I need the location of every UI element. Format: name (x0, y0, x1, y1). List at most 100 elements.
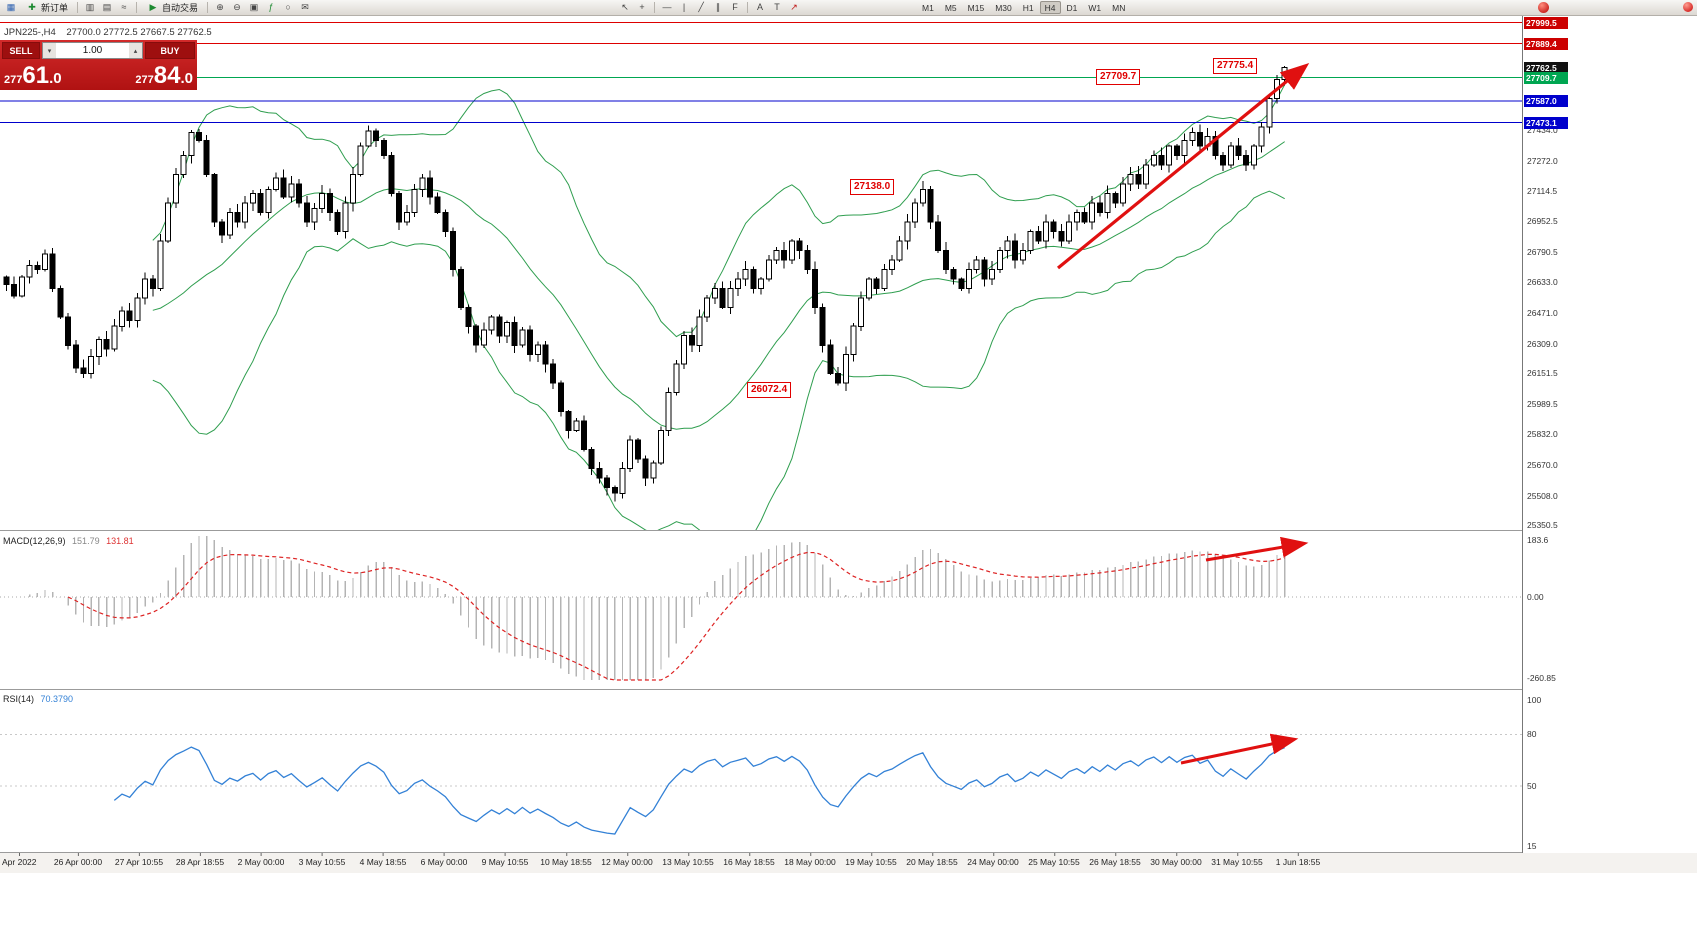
channel-tool-icon[interactable]: ∥ (715, 2, 721, 12)
toolbar-spacer (315, 7, 615, 8)
macd-axis-label: -260.85 (1527, 673, 1556, 683)
main-toolbar: ▦ ✚ 新订单 ▥ ▤ ≈ ▶ 自动交易 ⊕ ⊖ ▣ ƒ ○ ✉ ↖ + ― |… (0, 0, 1697, 16)
timeframe-mn-button[interactable]: MN (1107, 1, 1130, 14)
toolbar-separator (747, 2, 749, 13)
bar-chart-icon[interactable]: ▥ (85, 2, 95, 12)
symbol-period-label: JPN225-,H4 (4, 27, 56, 38)
auto-trading-label: 自动交易 (162, 3, 199, 13)
one-click-trade-widget: SELL ▾ 1.00 ▴ BUY 27761.0 27784.0 (0, 40, 197, 90)
price-callout-label: 27775.4 (1213, 58, 1258, 74)
panel-separator[interactable] (0, 530, 1697, 531)
timeframe-h4-button[interactable]: H4 (1039, 1, 1061, 14)
metaquotes-logo-icon[interactable] (1538, 2, 1549, 13)
price-tick-label: 25670.0 (1527, 459, 1558, 470)
time-tick-label: 12 May 00:00 (601, 853, 653, 867)
time-tick-label: 9 May 10:55 (481, 853, 529, 867)
tile-windows-icon[interactable]: ▣ (249, 2, 259, 12)
timeframe-m1-button[interactable]: M1 (917, 1, 939, 14)
fibonacci-tool-icon[interactable]: F (732, 2, 738, 12)
time-tick-label: 4 May 18:55 (359, 853, 407, 867)
line-chart-icon[interactable]: ≈ (121, 2, 127, 12)
time-tick-label: 2 May 00:00 (237, 853, 285, 867)
buy-price-big-digits: 84 (153, 62, 181, 89)
sell-price-decimal: .0 (49, 70, 62, 87)
time-tick-label: 30 May 00:00 (1150, 853, 1202, 867)
price-tick-label: 25508.0 (1527, 490, 1558, 501)
volume-value[interactable]: 1.00 (82, 45, 103, 56)
timeframe-toolbar: M1 M5 M15 M30 H1 H4 D1 W1 MN (917, 1, 1130, 14)
price-level-label: 27999.5 (1524, 16, 1568, 29)
buy-price-prefix: 277 (135, 74, 154, 86)
macd-name: MACD(12,26,9) (3, 536, 66, 546)
panel-separator[interactable] (0, 689, 1697, 690)
rsi-label: RSI(14) 70.3790 (3, 694, 73, 704)
rsi-axis-label: 100 (1527, 695, 1542, 705)
price-callout-label: 26072.4 (747, 382, 792, 398)
price-level-label: 27473.1 (1524, 116, 1568, 129)
trendline-tool-icon[interactable]: ╱ (698, 2, 704, 12)
candlestick-chart-icon[interactable]: ▤ (102, 2, 112, 12)
rsi-panel[interactable] (0, 690, 1522, 852)
time-tick-label: 20 May 18:55 (906, 853, 958, 867)
clock-icon[interactable]: ○ (285, 2, 291, 12)
timeframe-d1-button[interactable]: D1 (1062, 1, 1083, 14)
toolbar-spacer (804, 7, 914, 8)
price-tick-label: 26471.0 (1527, 307, 1558, 318)
sell-price-prefix: 277 (4, 74, 23, 86)
price-axis[interactable]: 27434.0 27272.0 27114.5 26952.5 26790.5 26633… (1522, 16, 1697, 853)
mail-icon[interactable]: ✉ (301, 2, 309, 12)
indicators-icon[interactable]: ƒ (268, 2, 274, 12)
price-level-label: 27587.0 (1524, 95, 1568, 107)
volume-field[interactable]: ▾ 1.00 ▴ (42, 42, 143, 59)
price-chart[interactable] (0, 16, 1522, 530)
cursor-icon[interactable]: ↖ (621, 2, 629, 12)
volume-increase-button[interactable]: ▴ (129, 43, 142, 58)
timeframe-m30-button[interactable]: M30 (990, 1, 1017, 14)
crosshair-icon[interactable]: + (639, 2, 645, 12)
price-tick-label: 26633.0 (1527, 277, 1558, 288)
timeframe-h1-button[interactable]: H1 (1018, 1, 1039, 14)
rsi-axis-label: 50 (1527, 781, 1537, 791)
rsi-name: RSI(14) (3, 694, 35, 704)
time-tick-label: 24 May 00:00 (967, 853, 1019, 867)
time-tick-label: 1 Jun 18:55 (1275, 853, 1321, 867)
text-label-tool-icon[interactable]: T (774, 2, 780, 12)
price-tick-label: 25350.5 (1527, 520, 1558, 531)
arrow-tool-icon[interactable]: ↗ (790, 2, 798, 12)
toolbar-separator (207, 2, 209, 13)
buy-button[interactable]: BUY (145, 42, 195, 59)
time-tick-label: 27 Apr 10:55 (114, 853, 164, 867)
toolbar-separator (654, 2, 656, 13)
text-tool-icon[interactable]: A (757, 2, 764, 12)
toolbar-separator (136, 2, 138, 13)
macd-axis-label: 0.00 (1527, 592, 1544, 602)
buy-price-decimal: .0 (180, 70, 193, 87)
volume-decrease-button[interactable]: ▾ (43, 43, 56, 58)
sell-price: 27761.0 (4, 62, 62, 89)
auto-trading-button[interactable]: ▶ 自动交易 (142, 1, 202, 15)
macd-panel[interactable] (0, 532, 1522, 688)
sell-price-big-digits: 61 (22, 62, 50, 89)
horizontal-line-tool-icon[interactable]: ― (662, 2, 672, 12)
price-tick-label: 25832.0 (1527, 429, 1558, 440)
new-order-button[interactable]: ✚ 新订单 (21, 1, 72, 15)
time-tick-label: 13 May 10:55 (662, 853, 714, 867)
timeframe-m15-button[interactable]: M15 (963, 1, 990, 14)
time-tick-label: 16 May 18:55 (723, 853, 775, 867)
vertical-line-tool-icon[interactable]: | (682, 2, 686, 12)
chart-windows-icon[interactable]: ▦ (6, 2, 16, 12)
time-tick-label: 26 May 18:55 (1089, 853, 1141, 867)
macd-label: MACD(12,26,9) 151.79 131.81 (3, 536, 134, 546)
sell-button[interactable]: SELL (2, 42, 40, 59)
rsi-value: 70.3790 (40, 694, 74, 704)
price-tick-label: 26790.5 (1527, 247, 1558, 258)
zoom-in-icon[interactable]: ⊕ (216, 2, 224, 12)
new-order-label: 新订单 (41, 3, 69, 13)
timeframe-m5-button[interactable]: M5 (940, 1, 962, 14)
price-tick-label: 27272.0 (1527, 155, 1558, 166)
time-axis[interactable]: Apr 2022 26 Apr 00:00 27 Apr 10:55 28 Apr 1… (0, 853, 1697, 873)
zoom-out-icon[interactable]: ⊖ (233, 2, 241, 12)
price-tick-label: 26309.0 (1527, 338, 1558, 349)
toolbar-separator (77, 2, 79, 13)
timeframe-w1-button[interactable]: W1 (1083, 1, 1106, 14)
